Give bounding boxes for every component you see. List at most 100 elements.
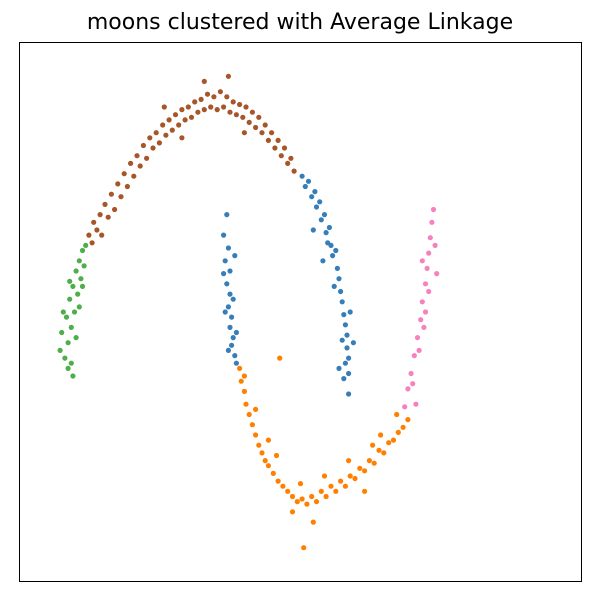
points-layer	[57, 73, 440, 551]
data-point	[342, 360, 348, 366]
data-point	[229, 314, 235, 320]
data-point	[75, 291, 81, 297]
data-point	[317, 199, 323, 205]
data-point	[325, 240, 331, 246]
data-point	[230, 99, 236, 105]
data-point	[224, 212, 230, 218]
data-point	[429, 219, 435, 225]
data-point	[333, 488, 339, 494]
data-point	[65, 340, 71, 346]
data-point	[341, 376, 347, 382]
data-point	[204, 91, 211, 97]
data-point	[166, 117, 172, 123]
data-point	[328, 483, 334, 489]
data-point	[214, 107, 220, 113]
data-point	[285, 160, 291, 166]
data-point	[233, 360, 239, 366]
data-point	[221, 104, 227, 110]
data-point	[65, 365, 71, 371]
data-point	[147, 135, 153, 141]
data-point	[309, 493, 315, 500]
data-point	[217, 89, 223, 95]
data-point	[156, 140, 162, 146]
data-point	[288, 155, 294, 161]
data-point	[249, 422, 255, 428]
data-point	[208, 104, 214, 110]
data-point	[144, 155, 150, 161]
data-point	[225, 304, 231, 310]
data-point	[225, 347, 231, 353]
data-point	[265, 437, 271, 443]
data-point	[320, 258, 326, 264]
data-point	[291, 168, 297, 174]
data-point	[238, 378, 244, 384]
data-point	[153, 130, 159, 136]
data-point	[352, 475, 358, 482]
data-point	[62, 355, 68, 361]
data-point	[192, 99, 198, 105]
data-point	[246, 119, 252, 125]
data-point	[259, 450, 265, 456]
data-point	[227, 268, 233, 274]
data-point	[394, 411, 400, 418]
data-point	[299, 496, 305, 502]
data-point	[150, 145, 156, 151]
data-point	[419, 299, 425, 305]
data-point	[422, 281, 429, 287]
data-point	[326, 224, 332, 231]
data-point	[278, 153, 284, 159]
data-point	[224, 94, 230, 100]
data-point	[338, 478, 344, 484]
data-point	[259, 130, 265, 136]
data-point	[381, 450, 387, 456]
data-point	[160, 122, 166, 128]
data-point	[222, 309, 228, 315]
data-point	[246, 411, 252, 418]
data-point	[301, 545, 307, 551]
data-point	[310, 519, 316, 525]
data-point	[243, 401, 249, 407]
data-point	[233, 329, 239, 336]
data-point	[227, 291, 233, 297]
data-point	[102, 201, 108, 207]
data-point	[230, 335, 236, 341]
data-point	[323, 493, 329, 500]
series-4	[402, 206, 440, 410]
data-point	[416, 347, 422, 353]
data-point	[346, 458, 352, 464]
data-point	[422, 309, 429, 315]
data-point	[413, 401, 419, 407]
data-point	[253, 406, 259, 412]
data-point	[318, 217, 324, 223]
data-point	[134, 153, 140, 159]
data-point	[357, 465, 363, 471]
data-point	[76, 258, 82, 264]
data-point	[70, 283, 76, 289]
data-point	[304, 501, 310, 507]
data-point	[76, 304, 82, 310]
data-point	[275, 478, 281, 484]
data-point	[386, 440, 392, 446]
data-point	[347, 309, 353, 315]
data-point	[338, 288, 344, 295]
data-point	[91, 219, 97, 225]
data-point	[227, 324, 233, 330]
data-point	[426, 288, 432, 295]
data-point	[140, 142, 146, 149]
data-point	[302, 183, 308, 190]
data-point	[419, 258, 425, 264]
data-point	[112, 206, 118, 213]
data-point	[71, 309, 78, 315]
data-point	[118, 194, 124, 200]
data-point	[313, 204, 320, 210]
data-point	[294, 499, 300, 505]
data-point	[201, 78, 207, 84]
data-point	[86, 232, 92, 238]
data-point	[426, 250, 432, 256]
data-point	[108, 191, 114, 197]
data-point	[342, 483, 348, 489]
data-point	[310, 227, 316, 233]
data-point	[321, 473, 328, 479]
data-point	[336, 276, 342, 282]
data-point	[94, 227, 100, 233]
